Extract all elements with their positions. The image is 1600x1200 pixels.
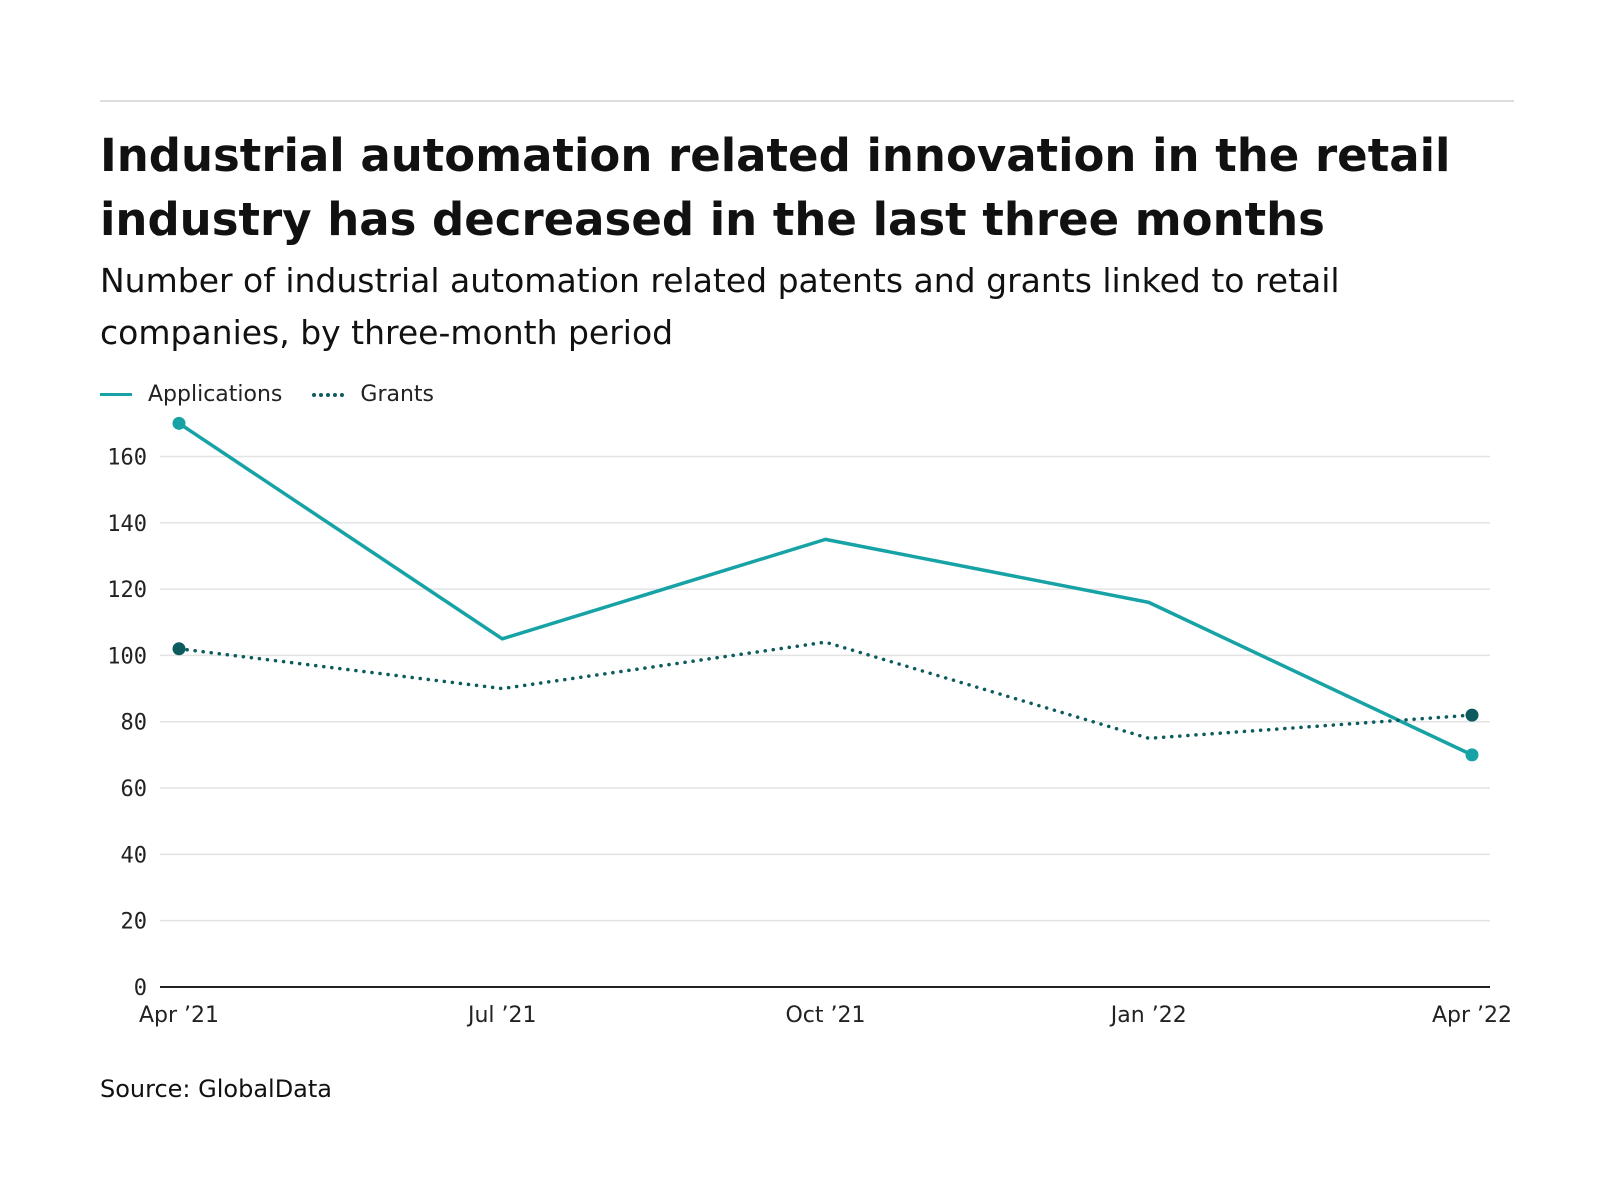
legend-label-grants: Grants: [360, 382, 434, 407]
data-point-applications: [1465, 748, 1479, 762]
x-tick-label: Oct ’21: [785, 1003, 865, 1028]
top-divider: [100, 100, 1514, 102]
y-tick-label: 20: [121, 910, 148, 935]
series-line-applications: [177, 421, 1474, 757]
x-tick-label: Apr ’21: [139, 1003, 219, 1028]
legend-label-applications: Applications: [148, 382, 283, 407]
chart-subtitle: Number of industrial automation related …: [100, 261, 1340, 352]
legend-item-grants: Grants: [312, 382, 434, 407]
x-tick-label: Jul ’21: [466, 1003, 537, 1028]
data-point-applications: [172, 416, 186, 430]
data-point-grants: [172, 642, 186, 656]
y-tick-label: 100: [107, 644, 147, 669]
line-chart: 0 20 40 60 80 100 120 140 160 Apr ’21 Jul ’21 Oct ’…: [107, 416, 1512, 1028]
y-tick-label: 60: [121, 777, 148, 802]
source-note: Source: GlobalData: [100, 1075, 333, 1103]
y-tick-label: 80: [121, 711, 148, 736]
legend-item-applications: Applications: [100, 382, 282, 407]
y-tick-label: 40: [121, 843, 148, 868]
y-tick-label: 160: [107, 445, 147, 470]
y-tick-label: 120: [107, 578, 147, 603]
legend-swatch-grants: [312, 392, 345, 397]
chart-legend: Applications Grants: [100, 382, 464, 407]
y-tick-label: 0: [134, 976, 147, 1001]
y-tick-label: 140: [107, 512, 147, 537]
legend-swatch-applications: [100, 393, 132, 396]
data-point-grants: [1465, 708, 1479, 722]
series-line-grants: [177, 640, 1474, 741]
chart-title: Industrial automation related innovation…: [100, 129, 1451, 246]
x-tick-label: Apr ’22: [1432, 1003, 1512, 1028]
x-tick-label: Jan ’22: [1109, 1003, 1187, 1028]
